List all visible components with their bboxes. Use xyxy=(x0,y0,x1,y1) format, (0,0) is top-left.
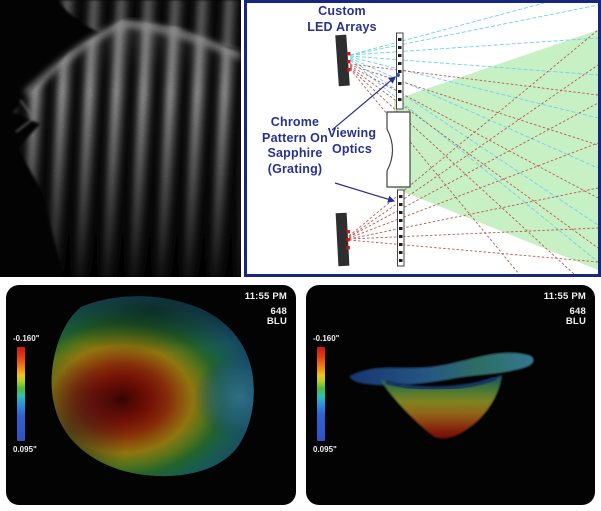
viewing-optics-label-line1: Viewing xyxy=(327,126,377,140)
grating-label-line4: (Grating) xyxy=(267,161,323,176)
grating-lower xyxy=(397,189,405,267)
colorbar-max-label: -0.160" xyxy=(313,334,340,343)
frame-counter: 648 xyxy=(569,306,586,317)
callout-arrows xyxy=(331,76,396,203)
grating-label-line3: Sapphire xyxy=(267,146,323,160)
projection-beam xyxy=(394,30,598,270)
arrow-tip-dot xyxy=(396,73,400,77)
led-array-lower xyxy=(335,212,350,267)
viewing-optics-label: Viewing Optics xyxy=(313,126,391,157)
grating-label: Chrome Pattern On Sapphire (Grating) xyxy=(245,115,345,177)
schematic-drawing xyxy=(331,3,598,274)
fringe-photo-art xyxy=(0,0,241,277)
viewing-optics-label-line2: Optics xyxy=(331,141,373,156)
red-rays-lower xyxy=(348,29,598,263)
surface-map-panel-profile-view: -0.160" 0.095" 11:55 PM 648 BLU xyxy=(306,285,595,505)
colorbar xyxy=(317,347,325,441)
grating-upper xyxy=(396,32,404,110)
red-rays-upper xyxy=(349,63,598,274)
surface-map-top-view xyxy=(51,296,254,477)
led-arrays-label: Custom LED Arrays xyxy=(282,4,402,35)
led-arrays-label-line2: LED Arrays xyxy=(307,19,377,34)
viewing-optics-lens xyxy=(386,111,411,188)
colorbar-min-label: 0.095" xyxy=(313,445,337,454)
mode-badge: BLU xyxy=(266,316,287,327)
deviation-map-blob xyxy=(51,296,254,477)
grating-label-line2: Pattern On xyxy=(262,130,328,145)
mode-badge: BLU xyxy=(565,316,586,327)
deviation-profile-blob xyxy=(350,352,534,439)
colorbar-min-label: 0.095" xyxy=(13,445,37,454)
timestamp: 11:55 PM xyxy=(543,291,586,302)
led-arrays-label-line1: Custom xyxy=(318,4,366,18)
grating-label-line1: Chrome xyxy=(270,115,320,129)
surface-map-profile-view xyxy=(350,352,534,439)
timestamp: 11:55 PM xyxy=(244,291,287,302)
film-grain xyxy=(0,0,241,277)
optical-schematic: Custom LED Arrays Chrome Pattern On Sapp… xyxy=(244,0,601,277)
fringe-photo xyxy=(0,0,241,277)
led-array-upper xyxy=(335,34,351,87)
colorbar xyxy=(17,347,25,441)
frame-counter: 648 xyxy=(270,306,287,317)
colorbar-max-label: -0.160" xyxy=(13,334,40,343)
surface-map-panel-top-view: -0.160" 0.095" 11:55 PM 648 BLU xyxy=(6,285,296,505)
